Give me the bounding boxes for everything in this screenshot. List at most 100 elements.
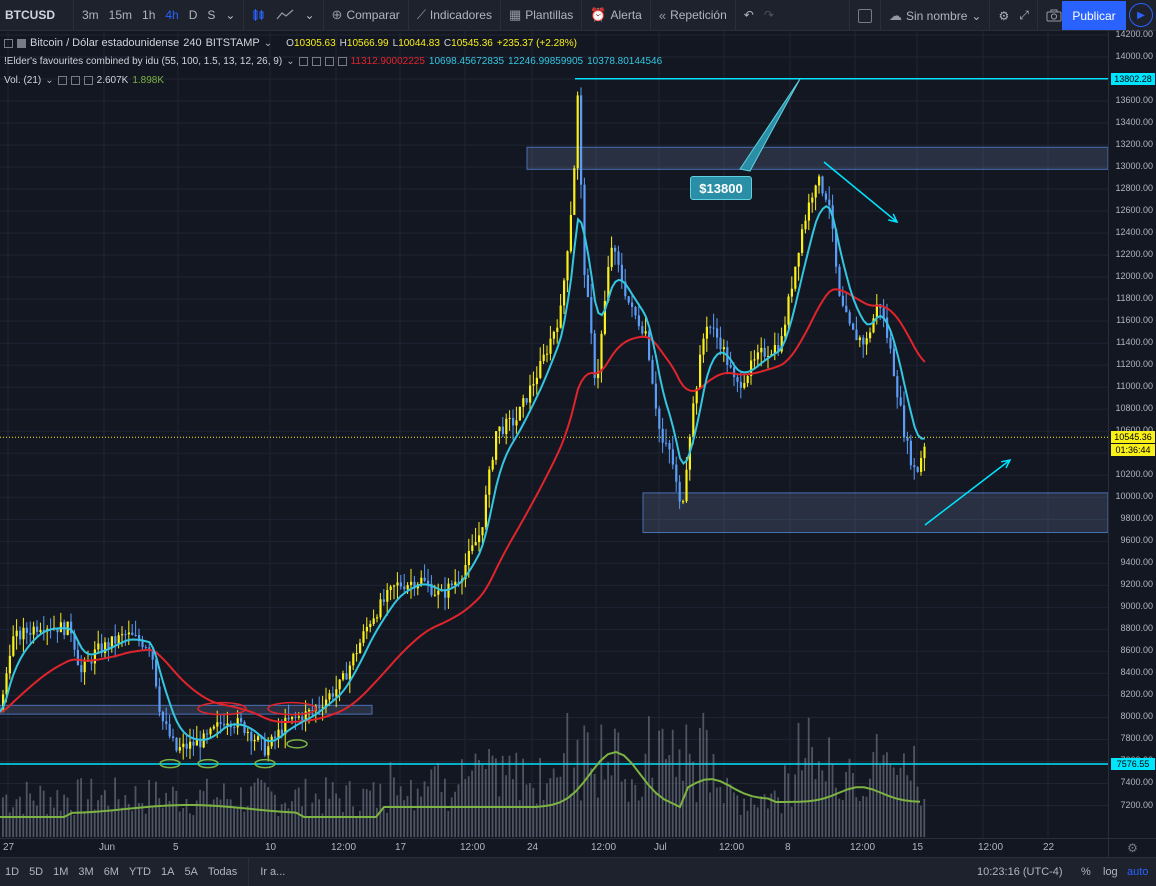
volume-bar bbox=[175, 790, 178, 837]
fullscreen-checkbox[interactable] bbox=[853, 0, 877, 31]
price-callout-label[interactable]: $13800 bbox=[690, 176, 752, 200]
interval-s[interactable]: S bbox=[207, 8, 216, 22]
candle-body bbox=[199, 739, 202, 748]
layout-name-button[interactable]: ☁ Sin nombre ⌄ bbox=[884, 0, 986, 31]
candle-body bbox=[505, 418, 508, 434]
time-tick-label: Jul bbox=[654, 842, 667, 853]
play-icon[interactable]: ▶ bbox=[1129, 3, 1153, 27]
candle-body bbox=[73, 633, 76, 650]
chart-type-line-icon[interactable] bbox=[271, 0, 299, 31]
high-label: H bbox=[339, 37, 347, 49]
range-6m[interactable]: 6M bbox=[103, 866, 119, 878]
candle-body bbox=[484, 494, 487, 528]
range-1d[interactable]: 1D bbox=[5, 866, 20, 878]
remove-icon[interactable] bbox=[83, 76, 93, 85]
axis-settings-gear-icon[interactable]: ⚙ bbox=[1108, 838, 1156, 857]
candle-body bbox=[141, 641, 144, 648]
eye-icon[interactable] bbox=[298, 57, 308, 66]
volume-bar bbox=[73, 814, 76, 837]
volume-bar bbox=[8, 812, 11, 837]
interval-15m[interactable]: 15m bbox=[108, 8, 133, 22]
interval-dropdown-chevron-icon[interactable]: ⌄ bbox=[225, 8, 236, 22]
snapshot-camera-icon[interactable] bbox=[1041, 0, 1067, 31]
candle-body bbox=[369, 623, 372, 628]
time-tick-label: 12:00 bbox=[978, 842, 1004, 853]
chart-pane[interactable]: Bitcoin / Dólar estadounidense 240 BITST… bbox=[0, 31, 1109, 838]
range-3m[interactable]: 3M bbox=[78, 866, 94, 878]
candle-body bbox=[161, 711, 164, 722]
alert-button[interactable]: ⏰ Alerta bbox=[585, 0, 647, 31]
range-ytd[interactable]: YTD bbox=[128, 866, 151, 878]
volume-value: 2.607K bbox=[96, 75, 129, 86]
price-tick-label: 7400.00 bbox=[1120, 777, 1153, 788]
candle-body bbox=[627, 296, 630, 303]
collapse-icon[interactable] bbox=[4, 38, 13, 48]
redo-icon[interactable]: ↷ bbox=[763, 8, 774, 22]
interval-4h[interactable]: 4h bbox=[165, 8, 179, 22]
goto-date-button[interactable]: Ir a... bbox=[260, 866, 286, 878]
candle-body bbox=[464, 564, 467, 580]
interval-d[interactable]: D bbox=[188, 8, 198, 22]
candle-body bbox=[301, 716, 304, 721]
publish-button[interactable]: Publicar bbox=[1062, 1, 1126, 30]
candle-body bbox=[114, 636, 117, 644]
settings-icon[interactable] bbox=[311, 57, 321, 66]
price-tick-label: 8000.00 bbox=[1120, 711, 1153, 722]
range-1m[interactable]: 1M bbox=[53, 866, 69, 878]
replay-button[interactable]: «Repetición bbox=[654, 0, 732, 31]
range-1a[interactable]: 1A bbox=[160, 866, 175, 878]
volume-bar bbox=[12, 807, 14, 837]
settings-gear-icon[interactable]: ⚙ bbox=[998, 8, 1010, 23]
volume-bar bbox=[678, 749, 681, 837]
percent-toggle[interactable]: % bbox=[1081, 866, 1091, 878]
symbol-search[interactable]: BTCUSD bbox=[5, 8, 55, 22]
interval-3m[interactable]: 3m bbox=[82, 8, 99, 22]
volume-bar bbox=[637, 800, 640, 837]
candle-body bbox=[658, 408, 661, 429]
indicator-chevron-icon[interactable]: ⌄ bbox=[286, 56, 295, 67]
candle-body bbox=[603, 300, 606, 334]
templates-button[interactable]: ▦ Plantillas bbox=[504, 0, 578, 31]
candle-body bbox=[454, 581, 457, 586]
more-icon[interactable] bbox=[337, 57, 347, 66]
chart-type-chevron-icon[interactable]: ⌄ bbox=[304, 8, 315, 22]
range-5d[interactable]: 5D bbox=[29, 866, 44, 878]
range-all[interactable]: Todas bbox=[207, 866, 238, 878]
clock-time[interactable]: 10:23:16 (UTC-4) bbox=[977, 866, 1063, 878]
candle-body bbox=[192, 741, 195, 746]
price-tick-label: 8400.00 bbox=[1120, 667, 1153, 678]
volume-bar bbox=[277, 816, 280, 837]
volume-bar bbox=[719, 786, 722, 837]
time-tick-label: 12:00 bbox=[331, 842, 357, 853]
candle-body bbox=[716, 328, 719, 338]
volume-chevron-icon[interactable]: ⌄ bbox=[45, 75, 54, 86]
volume-bar bbox=[869, 778, 871, 837]
candle-body bbox=[352, 653, 355, 666]
fullscreen-icon[interactable]: ⤢ bbox=[1019, 8, 1029, 22]
legend-chevron-icon[interactable]: ⌄ bbox=[263, 37, 273, 49]
undo-icon[interactable]: ↶ bbox=[743, 8, 754, 22]
volume-bar bbox=[892, 767, 895, 837]
auto-toggle[interactable]: auto bbox=[1127, 866, 1149, 878]
interval-1h[interactable]: 1h bbox=[142, 8, 156, 22]
price-chart-canvas[interactable] bbox=[0, 31, 1109, 838]
volume-bar bbox=[620, 781, 623, 837]
settings-icon[interactable] bbox=[70, 76, 80, 85]
volume-name[interactable]: Vol. (21) bbox=[4, 75, 42, 86]
chart-type-candles-icon[interactable] bbox=[247, 0, 271, 31]
eye-icon[interactable] bbox=[57, 76, 67, 85]
volume-bar bbox=[430, 769, 433, 837]
indicator-name[interactable]: !Elder's favourites combined by idu (55,… bbox=[4, 56, 283, 67]
time-axis[interactable]: 27 Jun 5 10 12:00 17 12:00 24 12:00 Jul 12:00 8 12:0… bbox=[0, 838, 1108, 857]
compare-button[interactable]: ⊕ Comparar bbox=[327, 0, 405, 31]
remove-icon[interactable] bbox=[324, 57, 334, 66]
log-toggle[interactable]: log bbox=[1103, 866, 1118, 878]
range-5a[interactable]: 5A bbox=[184, 866, 198, 878]
price-axis[interactable]: 14200.0014000.0013800.0013600.0013400.00… bbox=[1108, 29, 1156, 838]
price-tick-label: 9600.00 bbox=[1120, 535, 1153, 546]
candle-body bbox=[637, 315, 640, 327]
volume-bar bbox=[658, 730, 660, 837]
close-value: 10545.36 bbox=[451, 37, 493, 49]
indicators-button[interactable]: ⟋ Indicadores bbox=[412, 0, 497, 31]
candle-body bbox=[345, 673, 348, 680]
